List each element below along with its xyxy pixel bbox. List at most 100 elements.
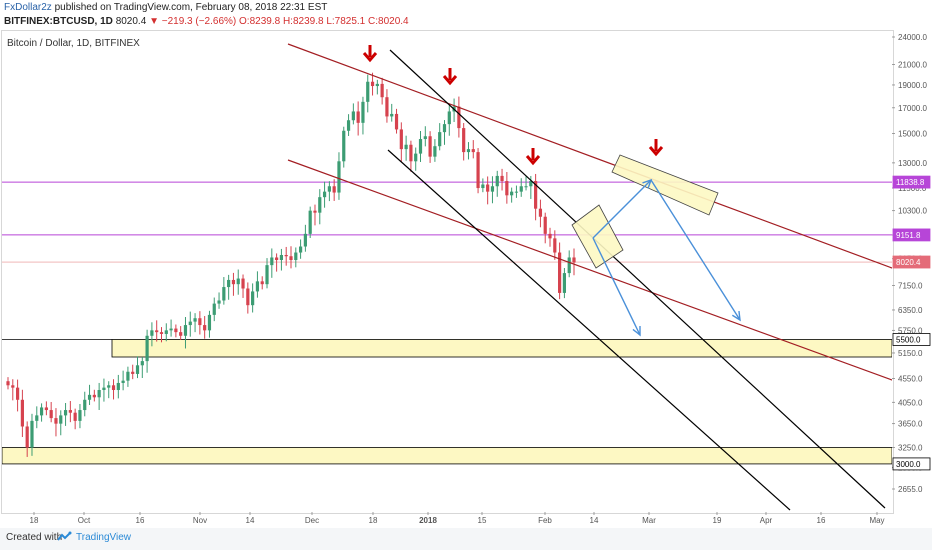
descending-channel-line[interactable] [287, 159, 892, 381]
tradingview-brand-link[interactable]: TradingView [76, 532, 132, 543]
x-axis-tick-label: 16 [817, 516, 826, 525]
candle-body [179, 332, 183, 336]
candle-body [174, 328, 178, 333]
candle-body [462, 128, 466, 153]
candle-body [92, 394, 96, 398]
x-axis-tick-label: 18 [30, 516, 39, 525]
candle-body [164, 330, 168, 334]
support-zone[interactable] [111, 339, 892, 358]
tradingview-logo-icon [57, 531, 72, 541]
candle-body [289, 256, 293, 260]
candle-body [231, 279, 236, 285]
price-label: 9151.8 [896, 231, 921, 240]
candle-body [476, 152, 480, 189]
descending-channel-line[interactable] [287, 43, 892, 269]
candle-body [222, 287, 226, 301]
y-axis-tick-label: 17000.0 [898, 104, 927, 113]
price-label: 5500.0 [896, 335, 921, 344]
x-axis-tick-label: Nov [193, 516, 207, 525]
support-zone[interactable] [2, 447, 892, 465]
candle-body [78, 410, 82, 421]
candle-body [514, 191, 519, 193]
projection-box[interactable] [571, 204, 624, 269]
projection-arrow[interactable] [650, 179, 741, 321]
candle-body [255, 281, 260, 292]
candle-body [126, 371, 130, 381]
candle-body [510, 191, 514, 196]
candle-body [275, 257, 279, 260]
candle-body [135, 365, 140, 374]
y-axis-tick-label: 19000.0 [898, 81, 927, 90]
price-chart[interactable]: 24000.0 21000.0 19000.0 17000.0 15000.0 13000… [0, 0, 932, 528]
candle-body [380, 83, 384, 98]
projection-box[interactable] [611, 154, 719, 216]
candle-body [327, 186, 331, 192]
candle-body [25, 426, 29, 448]
candle-body [203, 325, 207, 331]
candle-body [505, 181, 509, 196]
y-axis-tick-label: 10300.0 [898, 207, 927, 216]
black-trend-line[interactable] [389, 49, 886, 509]
candle-body [140, 361, 144, 366]
candle-body [356, 111, 360, 123]
candle-body [116, 382, 120, 391]
y-axis-tick-label: 5150.0 [898, 349, 923, 358]
candle-body [145, 335, 149, 362]
black-trend-line[interactable] [387, 149, 791, 511]
candle-body [11, 385, 15, 388]
candle-body [457, 106, 461, 129]
y-axis-tick-label: 4050.0 [898, 398, 923, 407]
candle-body [385, 97, 389, 117]
candle-body [207, 314, 212, 331]
candle-body [68, 410, 72, 413]
last-price: 8020.4 [115, 16, 147, 27]
candle-body [303, 233, 307, 247]
candle-body [111, 385, 116, 391]
candle-body [30, 420, 34, 448]
candle-body [49, 410, 53, 419]
candle-body [131, 371, 135, 374]
candle-body [313, 210, 317, 213]
chart-frame [1, 30, 894, 514]
candle-body [39, 407, 44, 416]
x-axis-tick-label: Mar [642, 516, 656, 525]
candle-body [534, 181, 538, 209]
candle-body [423, 136, 427, 140]
down-arrow-icon [442, 75, 458, 86]
publisher-name[interactable]: FxDollar2z [4, 2, 52, 13]
projection-arrowhead [731, 310, 741, 322]
candle-body [73, 412, 77, 421]
y-axis-tick-label: 15000.0 [898, 129, 927, 138]
candle-body [399, 129, 403, 150]
candle-body [20, 399, 24, 427]
candle-body [155, 330, 159, 333]
y-axis-tick-label: 5750.0 [898, 326, 923, 335]
candle-body [322, 191, 327, 198]
candle-body [102, 387, 106, 391]
candle-body [63, 410, 68, 416]
candle-body [44, 407, 48, 411]
candle-body [298, 246, 303, 253]
candle-body [538, 208, 543, 217]
candle-body [54, 418, 58, 424]
candle-body [332, 186, 336, 193]
price-label-box [892, 255, 931, 269]
candle-body [97, 390, 101, 398]
candle-body [447, 111, 451, 125]
candle-body [198, 318, 202, 326]
candle-body [471, 149, 475, 153]
candle-body [370, 81, 375, 87]
candle-body [418, 139, 423, 154]
projection-arrow[interactable] [592, 237, 641, 336]
projection-arrow[interactable] [592, 179, 652, 239]
y-axis-tick-label: 3250.0 [898, 443, 923, 452]
footer-bar: Created with TradingView [0, 528, 932, 550]
publish-info: FxDollar2z published on TradingView.com,… [4, 2, 327, 13]
candle-body [284, 254, 288, 257]
price-label-box [892, 228, 931, 242]
candle-body [246, 288, 250, 306]
candle-body [279, 254, 284, 260]
candle-body [466, 149, 471, 153]
candle-body [169, 328, 173, 331]
y-axis-tick-label: 3650.0 [898, 420, 923, 429]
